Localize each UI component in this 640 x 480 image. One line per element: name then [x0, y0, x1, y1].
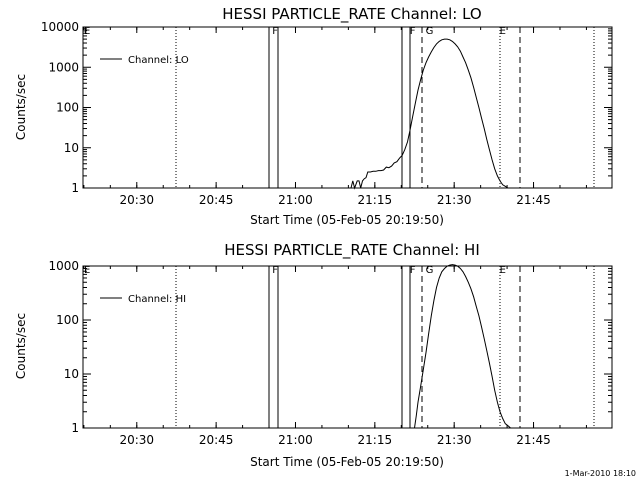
- hi-y-axis-label: Counts/sec: [14, 313, 28, 379]
- hi-marker-label: G: [426, 265, 434, 276]
- hi-y-tick-label: 100: [56, 313, 79, 327]
- hi-plot-frame: [82, 265, 613, 429]
- lo-x-axis-label: Start Time (05-Feb-05 20:19:50): [250, 213, 444, 227]
- hi-series-line: [414, 264, 514, 429]
- lo-series-line: [350, 38, 516, 190]
- hi-chart-title: HESSI PARTICLE_RATE Channel: HI: [224, 241, 480, 260]
- plot-timestamp: 1-Mar-2010 18:10: [565, 469, 636, 478]
- lo-legend-label: Channel: LO: [128, 55, 189, 66]
- lo-x-tick-label: 20:30: [119, 193, 154, 207]
- lo-channel-panel: HESSI PARTICLE_RATE Channel: LO Counts/s…: [14, 5, 613, 227]
- hi-y-tick-label: 1000: [48, 259, 79, 273]
- lo-y-tick-label: 1: [71, 181, 79, 195]
- hi-y-tick-label: 1: [71, 421, 79, 435]
- hi-x-tick-label: 20:45: [199, 433, 234, 447]
- lo-x-tick-label: 20:45: [199, 193, 234, 207]
- lo-marker-label: F: [410, 26, 416, 37]
- lo-chart-title: HESSI PARTICLE_RATE Channel: LO: [222, 5, 481, 24]
- lo-legend: Channel: LO: [100, 55, 189, 66]
- lo-y-tick-label: 100: [56, 101, 79, 115]
- lo-plot-frame: [82, 26, 613, 189]
- lo-marker-label: E: [84, 26, 90, 37]
- lo-y-tick-label: 10: [64, 141, 79, 155]
- lo-marker-label: E: [500, 26, 506, 37]
- hi-x-tick-label: 20:30: [119, 433, 154, 447]
- hi-x-tick-label: 21:45: [516, 433, 551, 447]
- hi-marker-label: F: [272, 265, 278, 276]
- lo-x-tick-label: 21:45: [516, 193, 551, 207]
- hi-legend-label: Channel: HI: [128, 294, 186, 305]
- hi-marker-label: E: [84, 265, 90, 276]
- hi-y-tick-label: 10: [64, 367, 79, 381]
- hi-x-tick-label: 21:00: [278, 433, 313, 447]
- hi-marker-label: F: [410, 265, 416, 276]
- hi-marker-label: E: [500, 265, 506, 276]
- lo-y-tick-label: 10000: [41, 20, 79, 34]
- hi-channel-panel: HESSI PARTICLE_RATE Channel: HI Counts/s…: [14, 241, 613, 469]
- lo-marker-label: F: [272, 26, 278, 37]
- hi-x-tick-label: 21:15: [358, 433, 393, 447]
- lo-y-axis-label: Counts/sec: [14, 74, 28, 140]
- hi-x-axis-label: Start Time (05-Feb-05 20:19:50): [250, 455, 444, 469]
- lo-x-tick-label: 21:00: [278, 193, 313, 207]
- lo-x-tick-label: 21:15: [358, 193, 393, 207]
- lo-marker-label: G: [426, 26, 434, 37]
- hi-legend: Channel: HI: [100, 294, 186, 305]
- lo-x-tick-label: 21:30: [437, 193, 472, 207]
- lo-y-tick-label: 1000: [48, 60, 79, 74]
- hi-x-tick-label: 21:30: [437, 433, 472, 447]
